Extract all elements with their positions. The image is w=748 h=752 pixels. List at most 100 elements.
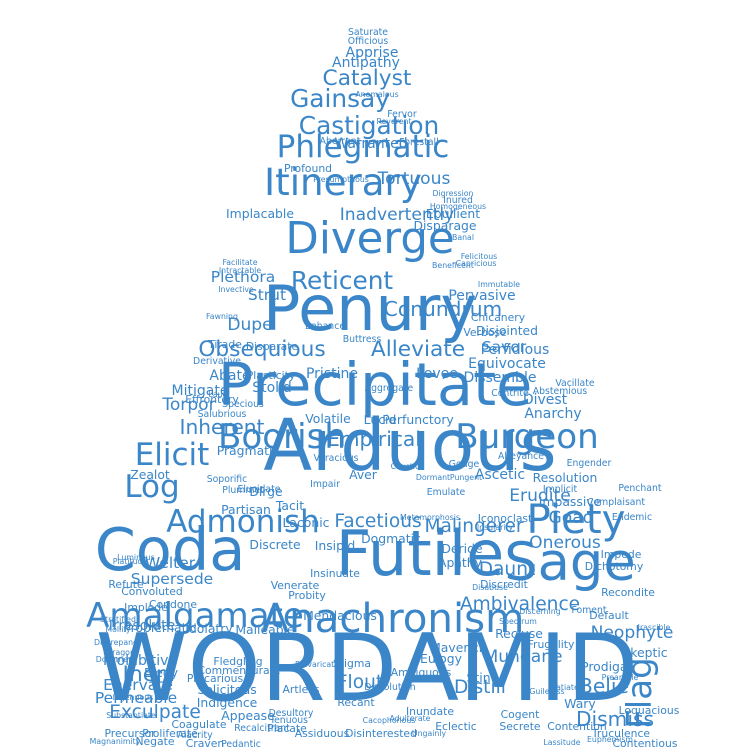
word-dichotomy: Dichotomy	[585, 560, 644, 573]
word-venerate: Venerate	[271, 579, 320, 592]
word-elicit: Elicit	[135, 437, 210, 473]
word-forestall: Forestall	[399, 137, 438, 148]
word-admonish: Admonish	[166, 504, 320, 540]
word-stolid: Stolid	[252, 380, 292, 396]
word-flag: Flag	[620, 657, 660, 729]
word-antipathy: Antipathy	[332, 55, 400, 71]
word-enervate: Enervate	[103, 676, 173, 694]
word-invective: Invective	[218, 285, 254, 294]
word-volatile: Volatile	[305, 411, 351, 426]
word-amalgamate: Amalgamate	[86, 596, 304, 636]
word-dogmatic: Dogmatic	[361, 531, 421, 546]
word-exculpate: Exculpate	[109, 702, 201, 723]
word-felicitous: Felicitous	[461, 252, 497, 261]
word-reverent: Reverent	[376, 117, 411, 126]
word-substantiate: Substantiate	[106, 711, 156, 720]
word-inured: Inured	[443, 195, 473, 206]
word-spectrum: Spectrum	[499, 617, 537, 626]
word-conundrum: Conundrum	[384, 297, 502, 321]
word-discredit: Discredit	[480, 578, 528, 591]
word-insinuate: Insinuate	[310, 567, 360, 580]
word-impassive: Impassive	[539, 494, 602, 509]
word-disparate: Disparate	[246, 340, 299, 353]
word-banal: Banal	[452, 233, 474, 242]
word-proliferate: Proliferate	[142, 727, 198, 740]
word-complaisant: Complaisant	[587, 497, 645, 508]
word-discrepancy: Discrepancy	[94, 638, 142, 647]
word-insularity: Insularity	[477, 523, 514, 532]
word-alacrity: Alacrity	[177, 730, 213, 741]
word-implicit: Implicit	[543, 484, 578, 495]
word-castigation: Castigation	[299, 111, 439, 140]
word-mitigate: Mitigate	[172, 383, 229, 399]
word-precursor: Precursor	[104, 727, 156, 740]
word-discrete: Discrete	[249, 537, 300, 552]
word-tenuous: Tenuous	[269, 715, 308, 726]
word-anachronism: Anachronism	[262, 595, 525, 642]
word-plummet: Plummet	[222, 485, 264, 496]
word-platitude: Platitude	[113, 557, 148, 566]
word-malingerer: Malingerer	[424, 516, 523, 537]
word-deride: Deride	[441, 541, 482, 556]
word-dismiss: Dismiss	[576, 707, 654, 731]
word-elegy: Elegy	[144, 665, 178, 680]
word-stigma: Stigma	[333, 657, 371, 670]
word-recalcitrant: Recalcitrant	[234, 723, 290, 734]
word-preamble: Preamble	[602, 673, 639, 682]
word-dirge: Dirge	[249, 484, 282, 499]
word-mollify: Mollify	[105, 625, 131, 634]
word-anomalous: Anomalous	[355, 90, 398, 99]
word-partisan: Partisan	[221, 502, 271, 517]
word-recluse: Recluse	[495, 626, 543, 641]
word-satiate: Satiate	[551, 683, 579, 692]
word-derivative: Derivative	[193, 356, 241, 367]
word-caustic: Caustic	[391, 462, 420, 471]
word-sage: Sage	[504, 532, 636, 593]
word-dormant: Dormant	[416, 473, 450, 482]
word-itinerary: Itinerary	[264, 160, 422, 204]
word-disinterested: Disinterested	[345, 727, 417, 740]
word-gainsay: Gainsay	[290, 84, 390, 113]
word-probity: Probity	[288, 589, 326, 602]
word-prevaricate: Prevaricate	[295, 660, 339, 669]
word-facetious: Facetious	[334, 511, 421, 532]
word-disparage: Disparage	[413, 218, 476, 233]
word-negate: Negate	[135, 735, 174, 748]
word-malleable: Malleable	[235, 622, 294, 637]
word-warranted: Warranted	[334, 136, 407, 152]
word-resolution: Resolution	[533, 470, 598, 485]
word-apprise: Apprise	[346, 45, 399, 61]
word-profound: Profound	[284, 162, 332, 175]
word-empirical: Empirical	[327, 427, 421, 451]
word-indigence: Indigence	[197, 695, 258, 710]
word-inundate: Inundate	[406, 705, 454, 718]
word-skeptic: Skeptic	[622, 645, 667, 660]
word-coagulate: Coagulate	[172, 718, 227, 731]
word-lassitude: Lassitude	[543, 738, 580, 747]
word-guileless: Guileless	[529, 687, 564, 696]
word-mundane: Mundane	[483, 647, 562, 667]
word-irascible: Irascible	[638, 623, 671, 632]
word-belie: Belie	[579, 674, 629, 698]
word-desultory: Desultory	[269, 708, 314, 719]
word-magnanimity: Magnanimity	[90, 737, 141, 746]
word-obsequious: Obsequious	[198, 337, 325, 362]
word-effrontery: Effrontery	[185, 393, 239, 406]
word-ingenuous: Ingenuous	[113, 693, 154, 702]
word-loquacious: Loquacious	[619, 704, 680, 717]
word-discerning: Discerning	[519, 607, 560, 616]
word-aver: Aver	[349, 467, 378, 482]
word-refute: Refute	[108, 578, 144, 591]
word-default: Default	[589, 609, 628, 622]
word-goad: Goad	[548, 508, 593, 528]
word-perfunctory: Perfunctory	[382, 412, 454, 427]
word-ambivalence: Ambivalence	[460, 594, 580, 615]
word-perfidious: Perfidious	[481, 342, 550, 358]
word-presumptuous: Presumptuous	[313, 175, 369, 184]
word-capricious: Capricious	[456, 259, 497, 268]
word-soporific: Soporific	[207, 474, 248, 485]
word-abate: Abate	[209, 368, 250, 384]
word-aggregate: Aggregate	[365, 383, 414, 394]
word-tortuous: Tortuous	[377, 169, 451, 189]
